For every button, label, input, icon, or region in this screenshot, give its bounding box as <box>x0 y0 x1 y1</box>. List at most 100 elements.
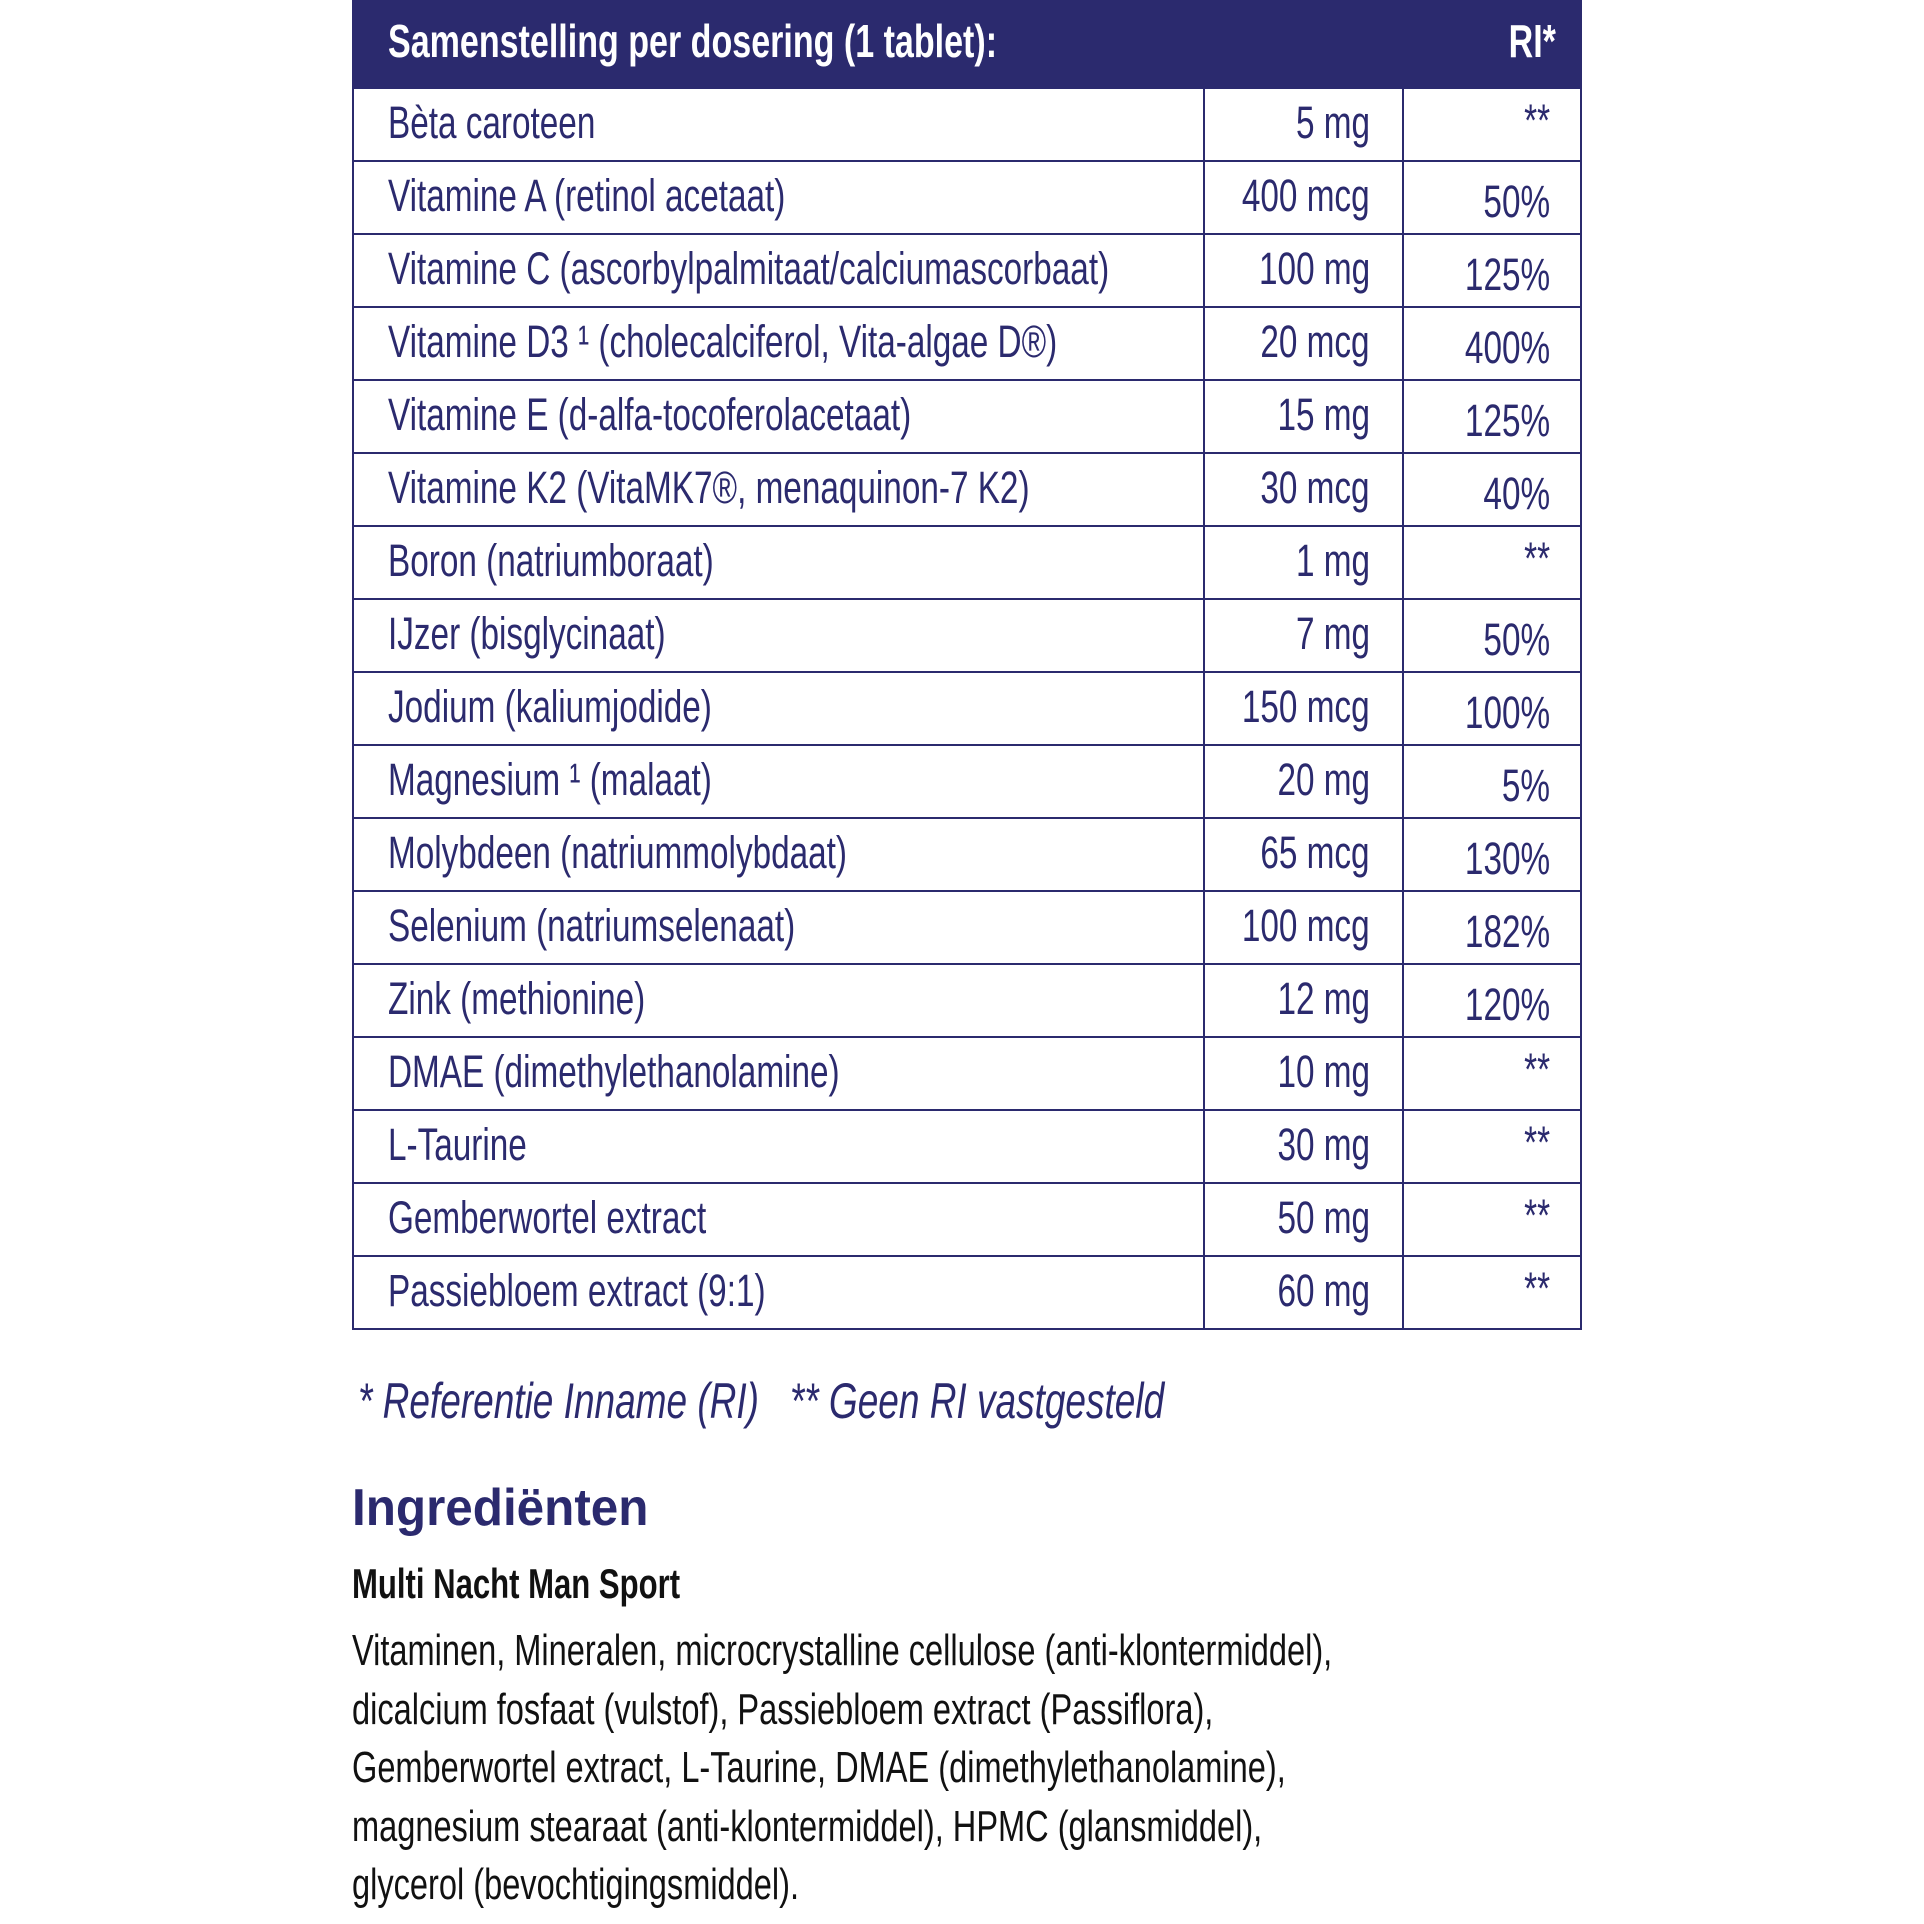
table-row: Vitamine D3 ¹ (cholecalciferol, Vita-alg… <box>352 308 1582 381</box>
nutrient-ri: ** <box>1524 1263 1550 1314</box>
nutrient-name: Vitamine K2 (VitaMK7®, menaquinon-7 K2) <box>388 462 1030 513</box>
nutrient-name: Bèta caroteen <box>388 97 596 148</box>
nutrient-ri-cell: 40% <box>1404 454 1580 525</box>
ingredients-list: Vitaminen, Mineralen, microcrystalline c… <box>352 1622 1924 1915</box>
table-row: Jodium (kaliumjodide) 150 mcg 100% <box>352 673 1582 746</box>
nutrient-amount: 100 mg <box>1258 243 1370 294</box>
nutrient-ri: ** <box>1524 1190 1550 1241</box>
nutrient-name-cell: Magnesium ¹ (malaat) <box>354 746 1205 817</box>
table-row: Magnesium ¹ (malaat) 20 mg 5% <box>352 746 1582 819</box>
table-row: IJzer (bisglycinaat) 7 mg 50% <box>352 600 1582 673</box>
nutrient-name: Gemberwortel extract <box>388 1192 707 1243</box>
nutrient-amount: 150 mcg <box>1242 681 1370 732</box>
nutrient-amount-cell: 7 mg <box>1205 600 1404 671</box>
nutrient-ri-cell: ** <box>1404 527 1580 598</box>
nutrient-amount: 65 mcg <box>1260 827 1370 878</box>
nutrient-amount: 12 mg <box>1277 973 1370 1024</box>
nutrient-amount: 20 mcg <box>1260 316 1370 367</box>
nutrient-ri: 182% <box>1464 906 1550 957</box>
nutrient-amount-cell: 10 mg <box>1205 1038 1404 1109</box>
product-name: Multi Nacht Man Sport <box>352 1560 795 1608</box>
nutrient-ri: 50% <box>1483 176 1550 227</box>
nutrient-name-cell: DMAE (dimethylethanolamine) <box>354 1038 1205 1109</box>
ri-column-header: RI* <box>1508 15 1556 67</box>
nutrient-name-cell: Zink (methionine) <box>354 965 1205 1036</box>
nutrient-name-cell: Vitamine A (retinol acetaat) <box>354 162 1205 233</box>
nutrient-ri: 125% <box>1464 395 1550 446</box>
ingredients-line: Gemberwortel extract, L-Taurine, DMAE (d… <box>352 1743 1286 1793</box>
ingredients-heading: Ingrediënten <box>352 1478 664 1538</box>
table-row: Vitamine A (retinol acetaat) 400 mcg 50% <box>352 162 1582 235</box>
footnote-text: * Referentie Inname (RI) ** Geen RI vast… <box>358 1373 1165 1429</box>
nutrient-ri-cell: ** <box>1404 1257 1580 1328</box>
table-row: Bèta caroteen 5 mg ** <box>352 89 1582 162</box>
nutrient-name-cell: Vitamine K2 (VitaMK7®, menaquinon-7 K2) <box>354 454 1205 525</box>
nutrient-ri-cell: ** <box>1404 1111 1580 1182</box>
nutrient-ri-cell: ** <box>1404 89 1580 160</box>
nutrient-ri: ** <box>1524 1117 1550 1168</box>
table-row: Boron (natriumboraat) 1 mg ** <box>352 527 1582 600</box>
table-title: Samenstelling per dosering (1 tablet): <box>388 15 998 67</box>
nutrient-name: Zink (methionine) <box>388 973 646 1024</box>
nutrient-ri: 40% <box>1483 468 1550 519</box>
nutrient-ri-cell: ** <box>1404 1038 1580 1109</box>
ingredients-line: glycerol (bevochtigingsmiddel). <box>352 1860 800 1910</box>
nutrient-amount: 30 mg <box>1277 1119 1370 1170</box>
nutrient-name-cell: Selenium (natriumselenaat) <box>354 892 1205 963</box>
ingredients-line: dicalcium fosfaat (vulstof), Passiebloem… <box>352 1684 1214 1734</box>
nutrient-name: Vitamine C (ascorbylpalmitaat/calciumasc… <box>388 243 1110 294</box>
nutrient-amount: 5 mg <box>1295 97 1370 148</box>
nutrient-name-cell: Bèta caroteen <box>354 89 1205 160</box>
nutrient-ri: 130% <box>1464 833 1550 884</box>
nutrient-amount: 20 mg <box>1277 754 1370 805</box>
nutrient-name: DMAE (dimethylethanolamine) <box>388 1046 840 1097</box>
nutrient-name-cell: Passiebloem extract (9:1) <box>354 1257 1205 1328</box>
nutrient-amount: 7 mg <box>1295 608 1370 659</box>
nutrient-amount-cell: 5 mg <box>1205 89 1404 160</box>
nutrient-ri-cell: 125% <box>1404 381 1580 452</box>
nutrient-ri-cell: 50% <box>1404 162 1580 233</box>
table-row: Vitamine C (ascorbylpalmitaat/calciumasc… <box>352 235 1582 308</box>
nutrient-amount-cell: 60 mg <box>1205 1257 1404 1328</box>
table-row: Vitamine E (d-alfa-tocoferolacetaat) 15 m… <box>352 381 1582 454</box>
nutrient-amount-cell: 30 mg <box>1205 1111 1404 1182</box>
table-body: Bèta caroteen 5 mg ** Vitamine A (retinol a… <box>352 89 1582 1330</box>
nutrient-amount-cell: 100 mg <box>1205 235 1404 306</box>
table-row: Gemberwortel extract 50 mg ** <box>352 1184 1582 1257</box>
table-row: Molybdeen (natriummolybdaat) 65 mcg 130% <box>352 819 1582 892</box>
product-name-text: Multi Nacht Man Sport <box>352 1560 681 1607</box>
nutrient-amount: 1 mg <box>1295 535 1370 586</box>
ingredients-line: Vitaminen, Mineralen, microcrystalline c… <box>352 1626 1333 1675</box>
nutrient-ri-cell: 100% <box>1404 673 1580 744</box>
nutrient-name: Molybdeen (natriummolybdaat) <box>388 827 848 878</box>
nutrient-amount-cell: 50 mg <box>1205 1184 1404 1255</box>
table-header: Samenstelling per dosering (1 tablet): R… <box>352 0 1582 89</box>
nutrient-ri: 120% <box>1464 979 1550 1030</box>
nutrient-name-cell: Vitamine D3 ¹ (cholecalciferol, Vita-alg… <box>354 308 1205 379</box>
nutrient-ri: ** <box>1524 95 1550 146</box>
table-row: Zink (methionine) 12 mg 120% <box>352 965 1582 1038</box>
nutrient-name: L-Taurine <box>388 1119 527 1170</box>
nutrient-ri: 100% <box>1464 687 1550 738</box>
nutrient-amount-cell: 100 mcg <box>1205 892 1404 963</box>
ingredients-title: Ingrediënten <box>352 1479 649 1537</box>
nutrient-ri-cell: 50% <box>1404 600 1580 671</box>
nutrient-amount-cell: 400 mcg <box>1205 162 1404 233</box>
nutrient-amount-cell: 1 mg <box>1205 527 1404 598</box>
nutrient-ri-cell: 130% <box>1404 819 1580 890</box>
nutrient-amount-cell: 30 mcg <box>1205 454 1404 525</box>
table-row: L-Taurine 30 mg ** <box>352 1111 1582 1184</box>
table-row: DMAE (dimethylethanolamine) 10 mg ** <box>352 1038 1582 1111</box>
nutrient-amount: 50 mg <box>1277 1192 1370 1243</box>
nutrient-amount-cell: 65 mcg <box>1205 819 1404 890</box>
nutrient-ri-cell: 400% <box>1404 308 1580 379</box>
nutrient-name: Vitamine A (retinol acetaat) <box>388 170 786 221</box>
nutrient-ri-cell: 182% <box>1404 892 1580 963</box>
nutrient-ri-cell: ** <box>1404 1184 1580 1255</box>
nutrient-name-cell: Boron (natriumboraat) <box>354 527 1205 598</box>
nutrient-amount: 10 mg <box>1277 1046 1370 1097</box>
nutrient-name-cell: IJzer (bisglycinaat) <box>354 600 1205 671</box>
nutrient-name: Boron (natriumboraat) <box>388 535 714 586</box>
nutrient-amount-cell: 150 mcg <box>1205 673 1404 744</box>
nutrient-amount: 100 mcg <box>1242 900 1370 951</box>
